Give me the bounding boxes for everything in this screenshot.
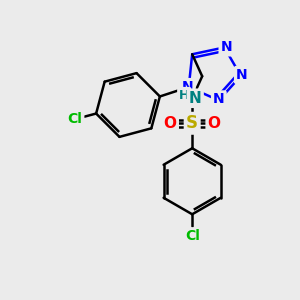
Text: Cl: Cl: [68, 112, 82, 126]
Text: N: N: [236, 68, 248, 82]
Text: S: S: [186, 114, 198, 132]
Text: O: O: [208, 116, 221, 131]
Text: N: N: [182, 80, 194, 94]
Text: Cl: Cl: [185, 229, 200, 243]
Text: H: H: [179, 89, 189, 102]
Text: O: O: [164, 116, 177, 131]
Text: N: N: [220, 40, 232, 54]
Text: N: N: [213, 92, 225, 106]
Text: N: N: [189, 91, 202, 106]
